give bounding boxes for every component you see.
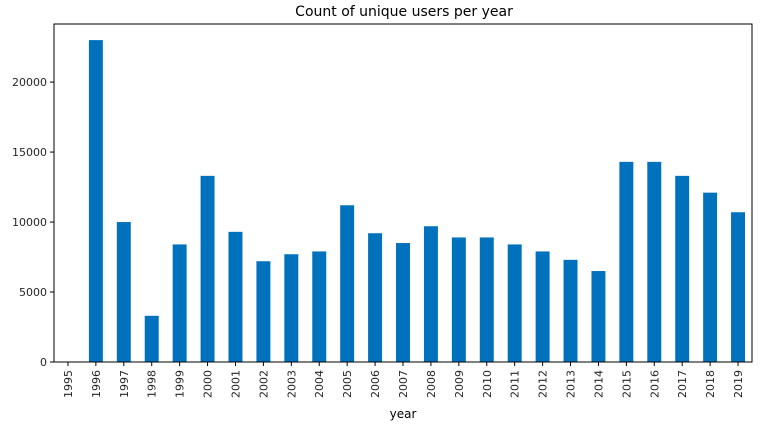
- bar-2019: [731, 212, 746, 362]
- bar-2006: [368, 233, 383, 362]
- bar-1996: [88, 40, 103, 362]
- bar-1999: [172, 244, 187, 362]
- bar-2000: [200, 175, 215, 362]
- bar-2004: [312, 251, 327, 362]
- y-tick-label-20000: 20000: [12, 76, 47, 89]
- bar-2001: [228, 231, 243, 362]
- x-tick-label-2009: 2009: [453, 370, 466, 398]
- x-tick-label-2013: 2013: [565, 370, 578, 398]
- x-tick-label-2000: 2000: [202, 370, 215, 398]
- bar-2017: [675, 175, 690, 362]
- bar-2002: [256, 261, 271, 362]
- x-tick-label-2011: 2011: [509, 370, 522, 398]
- y-tick-label-5000: 5000: [19, 286, 47, 299]
- plot-frame: [53, 23, 753, 363]
- x-tick-label-1996: 1996: [90, 370, 103, 398]
- bar-2011: [507, 244, 522, 362]
- x-tick-label-2001: 2001: [229, 370, 242, 398]
- bar-2010: [479, 237, 494, 362]
- x-tick-label-2008: 2008: [425, 370, 438, 398]
- bar-1998: [144, 315, 159, 362]
- bar-2007: [396, 243, 410, 362]
- bar-2003: [284, 254, 299, 362]
- x-axis: 1995 1996 1997 1998 1999 2000 2001 2002 2003 2004…: [62, 362, 745, 398]
- chart-title: Count of unique users per year: [295, 4, 513, 20]
- x-axis-label: year: [390, 407, 417, 421]
- x-tick-label-2015: 2015: [620, 370, 633, 398]
- bar-2014: [591, 271, 606, 362]
- y-tick-label-0: 0: [40, 356, 47, 369]
- x-tick-label-2017: 2017: [676, 370, 689, 398]
- x-tick-label-2016: 2016: [648, 370, 661, 398]
- x-tick-label-2006: 2006: [369, 370, 382, 398]
- bar-2009: [451, 237, 466, 362]
- x-tick-label-2010: 2010: [481, 370, 494, 398]
- bar-1997: [116, 222, 131, 362]
- y-tick-label-15000: 15000: [12, 146, 47, 159]
- x-tick-label-1997: 1997: [118, 370, 131, 398]
- x-tick-label-1999: 1999: [174, 370, 187, 398]
- bar-2005: [340, 205, 355, 362]
- x-tick-label-2018: 2018: [704, 370, 717, 398]
- x-tick-label-2007: 2007: [397, 370, 410, 398]
- bar-2012: [535, 251, 550, 362]
- bar-2018: [703, 192, 718, 362]
- bars-group: [88, 40, 746, 362]
- bar-2015: [619, 161, 634, 362]
- x-tick-label-2002: 2002: [257, 370, 270, 398]
- bar-2008: [423, 226, 438, 362]
- x-tick-label-2019: 2019: [732, 370, 745, 398]
- y-axis: 0 5000 10000 15000 20000: [12, 76, 54, 369]
- y-tick-label-10000: 10000: [12, 216, 47, 229]
- x-tick-label-2005: 2005: [341, 370, 354, 398]
- x-tick-label-2004: 2004: [313, 370, 326, 398]
- bar-2016: [647, 161, 662, 362]
- x-tick-label-1995: 1995: [62, 370, 75, 398]
- x-tick-label-2012: 2012: [537, 370, 550, 398]
- bar-2013: [563, 259, 578, 362]
- x-tick-label-2003: 2003: [285, 370, 298, 398]
- x-tick-label-2014: 2014: [592, 370, 605, 398]
- x-tick-label-1998: 1998: [146, 370, 159, 398]
